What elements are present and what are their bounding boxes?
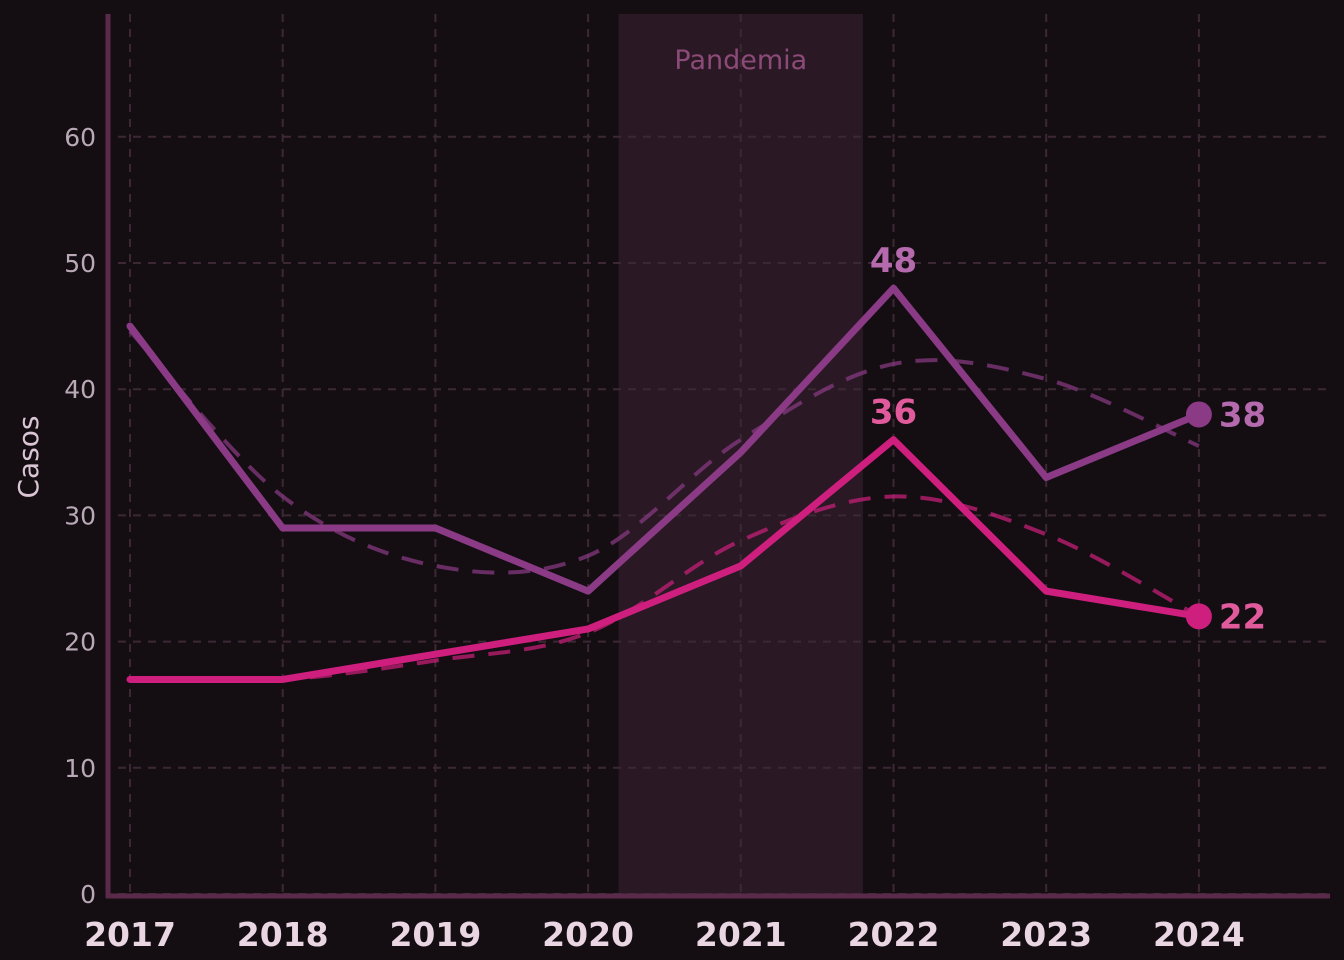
x-tick-label: 2018	[237, 915, 329, 954]
y-tick-label: 50	[64, 249, 96, 278]
x-tick-label: 2023	[1000, 915, 1092, 954]
y-tick-label: 30	[64, 501, 96, 530]
x-tick-label: 2020	[542, 915, 634, 954]
x-tick-label: 2022	[848, 915, 940, 954]
y-tick-label: 60	[64, 123, 96, 152]
y-tick-label: 10	[64, 754, 96, 783]
series-0	[126, 284, 1212, 595]
y-tick-label: 20	[64, 628, 96, 657]
peak-label-1: 36	[870, 393, 917, 433]
end-label-0: 38	[1219, 395, 1266, 435]
tick-labels: 0 10 20 30 40 50 60 2017 2018 2019 2020 2021 2022 202…	[64, 123, 1245, 954]
trend-line-0	[128, 329, 1200, 575]
x-tick-label: 2024	[1153, 915, 1245, 954]
series-layer	[126, 284, 1212, 683]
data-labels: 48 38 36 22	[870, 241, 1266, 637]
series-1	[126, 436, 1212, 683]
end-point-0	[1185, 401, 1212, 428]
series-line-1	[126, 436, 1203, 683]
trend-line-1	[129, 494, 1200, 683]
axes	[105, 14, 1330, 899]
x-tick-label: 2021	[695, 915, 787, 954]
end-label-1: 22	[1219, 597, 1266, 637]
y-axis-label: Casos	[12, 415, 45, 498]
x-tick-label: 2019	[389, 915, 481, 954]
peak-label-0: 48	[870, 241, 917, 281]
y-tick-label: 40	[64, 375, 96, 404]
gridlines	[118, 14, 1330, 896]
series-line-0	[126, 284, 1203, 595]
end-point-1	[1185, 603, 1212, 630]
y-tick-label: 0	[80, 880, 96, 909]
x-tick-label: 2017	[84, 915, 176, 954]
